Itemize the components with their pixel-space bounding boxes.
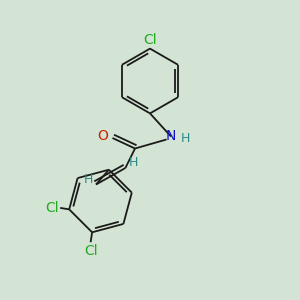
Text: O: O	[98, 130, 109, 143]
Text: H: H	[180, 131, 190, 145]
Text: Cl: Cl	[143, 33, 157, 47]
Text: Cl: Cl	[84, 244, 98, 258]
Text: Cl: Cl	[45, 201, 59, 215]
Text: H: H	[129, 156, 139, 169]
Text: H: H	[84, 172, 93, 186]
Text: N: N	[166, 130, 176, 143]
